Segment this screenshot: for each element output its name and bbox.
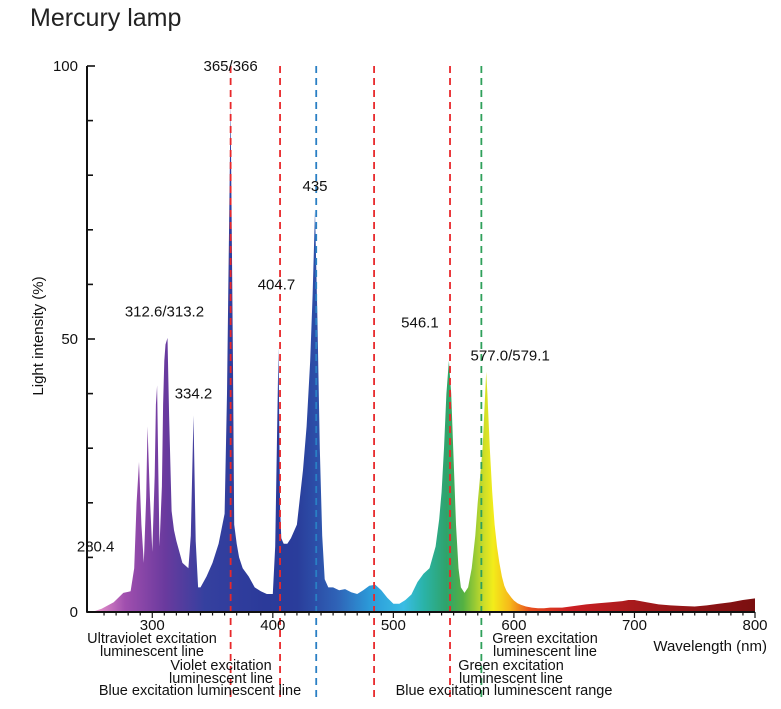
peak-label: 546.1 [401,315,439,332]
x-tick-label: 800 [742,617,767,634]
reference-line-label: luminescent line [100,644,204,660]
peak-label: 280.4 [77,538,115,555]
y-axis-label: Light intensity (%) [30,276,47,395]
reference-line-label: luminescent line [459,671,563,687]
reference-line-label: Ultraviolet excitation [87,631,217,647]
y-tick-label: 100 [53,58,78,75]
x-tick-label: 500 [381,617,406,634]
y-tick-label: 0 [70,604,78,621]
peak-label: 334.2 [175,386,213,403]
x-tick-label: 700 [622,617,647,634]
reference-line-label: Green excitation [458,658,564,674]
spectrum-area [92,104,755,612]
x-tick-label: 300 [140,617,165,634]
chart-title: Mercury lamp [30,4,182,32]
peak-label: 312.6/313.2 [125,304,204,321]
reference-line-label: luminescent line [169,671,273,687]
reference-line-label: Blue excitation luminescent line [99,683,301,699]
y-tick-label: 50 [61,331,78,348]
x-tick-label: 400 [260,617,285,634]
x-axis-label: Wavelength (nm) [653,638,767,655]
peak-label: 404.7 [258,276,296,293]
x-tick-label: 600 [501,617,526,634]
peak-label: 577.0/579.1 [471,347,550,364]
reference-line-label: Violet excitation [170,658,271,674]
peak-label: 435 [302,178,327,195]
reference-line-label: Blue excitation luminescent range [396,683,613,699]
reference-line-label: Green excitation [492,631,598,647]
peak-label: 365/366 [204,58,258,75]
reference-line-label: luminescent line [493,644,597,660]
